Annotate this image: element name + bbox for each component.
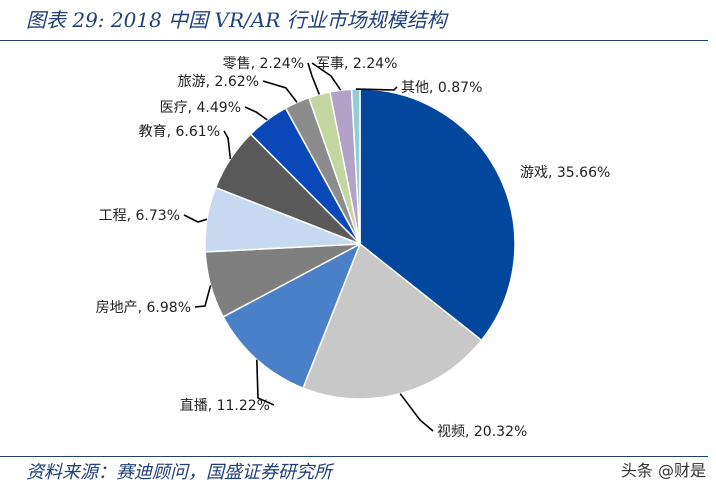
slice-label-7: 医疗, 4.49% (160, 100, 241, 116)
leader-line-11 (355, 86, 398, 91)
slice-label-10: 军事, 2.24% (316, 56, 397, 72)
title-rule (0, 40, 708, 41)
slice-label-1: 游戏, 35.66% (520, 165, 610, 181)
leader-line-9 (307, 62, 321, 95)
slice-label-5: 工程, 6.73% (99, 208, 180, 224)
slice-label-2: 视频, 20.32% (437, 424, 527, 440)
leader-line-8 (262, 80, 298, 103)
slice-label-9: 零售, 2.24% (223, 56, 304, 72)
slice-label-8: 旅游, 2.62% (178, 74, 259, 90)
chart-title: 图表 29: 2018 中国 VR/AR 行业市场规模结构 (26, 8, 447, 32)
slice-label-11: 其他, 0.87% (401, 80, 482, 96)
slice-label-6: 教育, 6.61% (139, 124, 220, 140)
slices-group (204, 88, 516, 400)
pie-slice-1 (359, 88, 516, 342)
source-rule (0, 456, 708, 457)
leader-line-7 (244, 106, 268, 121)
leader-line-3 (256, 359, 275, 406)
slice-label-4: 房地产, 6.98% (96, 300, 191, 316)
data-labels-group: 游戏, 35.66% 视频, 20.32% 直播, 11.22% 房地产, 6.98%… (96, 56, 611, 440)
slice-label-3: 直播, 11.22% (180, 397, 270, 414)
leader-line-4 (194, 285, 212, 308)
source-note: 资料来源：赛迪顾问，国盛证券研究所 (26, 462, 332, 483)
leader-line-5 (183, 214, 208, 223)
leader-line-6 (223, 130, 232, 160)
leader-line-10 (311, 62, 342, 91)
pie-slice-3 (222, 242, 362, 390)
watermark: 头条 @财是 (620, 461, 706, 480)
pie-slice-2 (302, 242, 483, 400)
leader-lines-group (183, 62, 434, 432)
leader-line-2 (399, 393, 434, 432)
